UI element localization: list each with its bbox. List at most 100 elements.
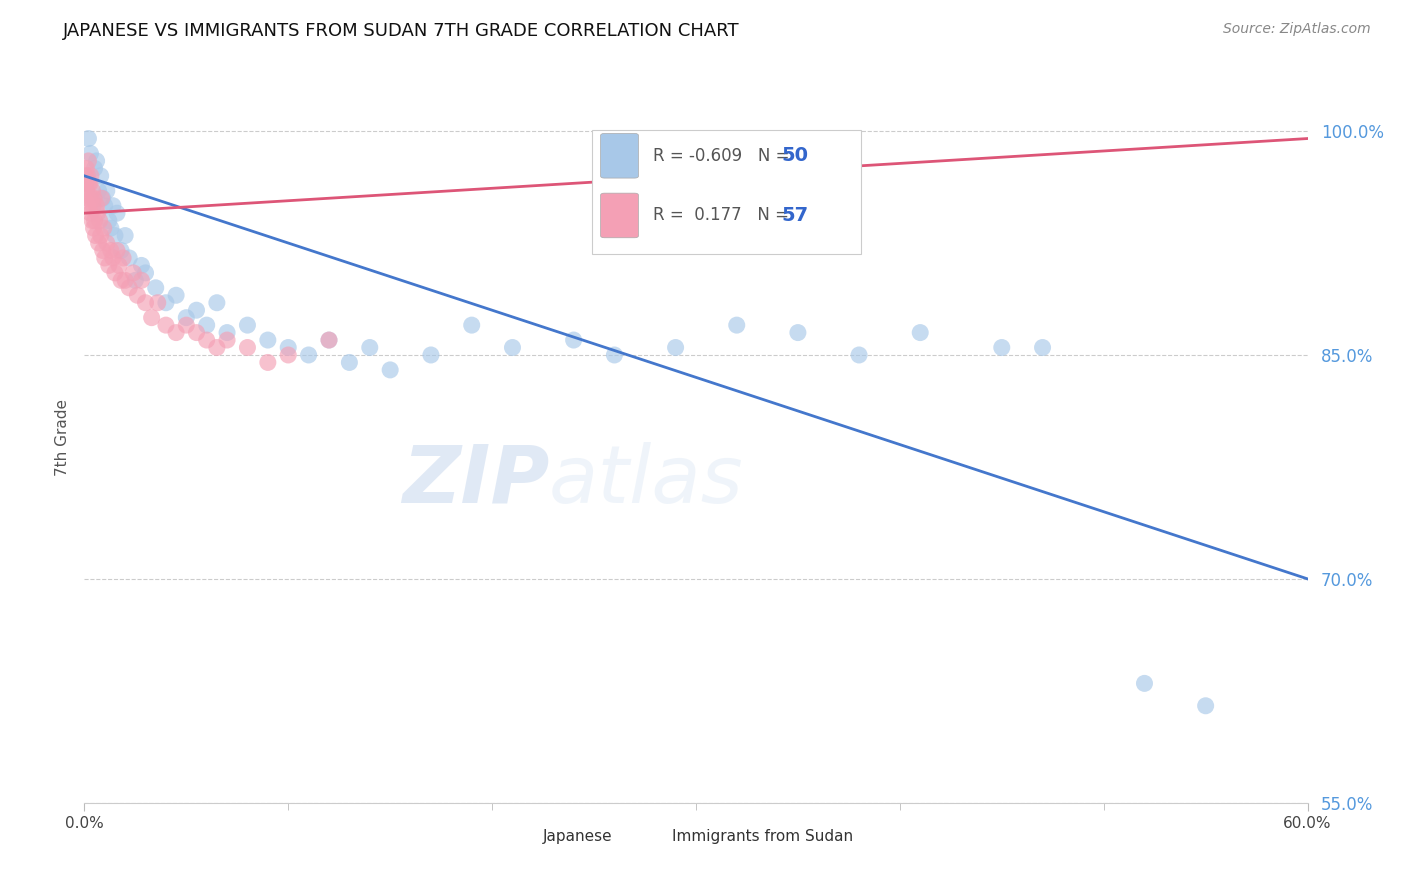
FancyBboxPatch shape (638, 822, 665, 852)
Point (155, 318, 177, 332)
Point (205, 295, 228, 310)
Point (104, 266, 127, 280)
Point (165, 326, 187, 340)
FancyBboxPatch shape (600, 134, 638, 178)
Point (236, 318, 259, 332)
Point (82, 199, 104, 213)
FancyBboxPatch shape (600, 194, 638, 238)
Point (87, 235, 110, 250)
Point (665, 341, 688, 355)
Point (80, 191, 103, 205)
Point (277, 341, 299, 355)
Point (114, 228, 136, 243)
Point (77, 191, 100, 205)
Text: ZIP: ZIP (402, 442, 550, 520)
Point (83, 161, 105, 176)
Point (174, 318, 197, 332)
Text: R = -0.609   N =: R = -0.609 N = (654, 147, 794, 165)
Point (90, 228, 112, 243)
Point (108, 259, 131, 273)
Point (257, 355, 280, 369)
Point (146, 295, 169, 310)
Text: JAPANESE VS IMMIGRANTS FROM SUDAN 7TH GRADE CORRELATION CHART: JAPANESE VS IMMIGRANTS FROM SUDAN 7TH GR… (63, 22, 740, 40)
Point (75, 169, 97, 183)
Point (79, 146, 101, 161)
Point (359, 341, 381, 355)
Point (97, 213, 120, 227)
Point (83, 213, 105, 227)
Point (257, 333, 280, 347)
Point (93, 199, 115, 213)
Point (420, 348, 443, 362)
Point (339, 355, 361, 369)
Y-axis label: 7th Grade: 7th Grade (55, 399, 70, 475)
Point (100, 221, 122, 235)
Point (145, 281, 167, 295)
Point (87, 184, 110, 198)
Point (562, 333, 585, 347)
Point (380, 363, 402, 377)
Point (100, 244, 122, 258)
Point (112, 251, 135, 265)
FancyBboxPatch shape (510, 822, 537, 852)
Point (1133, 676, 1156, 690)
Point (174, 310, 197, 325)
Point (82, 213, 104, 227)
Point (318, 333, 340, 347)
Text: Immigrants from Sudan: Immigrants from Sudan (672, 829, 852, 844)
Point (84, 228, 107, 243)
Point (76, 169, 98, 183)
Point (101, 251, 124, 265)
Point (90, 191, 112, 205)
FancyBboxPatch shape (592, 130, 860, 254)
Point (79, 206, 101, 220)
Point (1195, 698, 1218, 713)
Point (76, 184, 98, 198)
Point (910, 326, 932, 340)
Point (79, 177, 101, 191)
Point (105, 206, 128, 220)
Point (80, 169, 103, 183)
Point (82, 184, 104, 198)
Point (110, 273, 132, 287)
Point (502, 341, 524, 355)
Point (75, 177, 97, 191)
Point (89, 213, 111, 227)
Point (77, 153, 100, 168)
Point (104, 228, 127, 243)
Point (141, 310, 163, 325)
Point (105, 244, 128, 258)
Point (114, 273, 136, 287)
Point (298, 348, 321, 362)
Point (131, 273, 153, 287)
Point (75, 161, 97, 176)
Point (101, 199, 124, 213)
Point (118, 281, 141, 295)
Point (124, 273, 146, 287)
Point (725, 318, 748, 332)
Point (135, 295, 157, 310)
Text: atlas: atlas (550, 442, 744, 520)
Point (131, 259, 153, 273)
Point (127, 288, 149, 302)
Point (205, 341, 228, 355)
Point (91, 244, 114, 258)
Point (236, 341, 259, 355)
Point (1032, 341, 1054, 355)
Point (991, 341, 1014, 355)
Text: Source: ZipAtlas.com: Source: ZipAtlas.com (1223, 22, 1371, 37)
Point (77, 131, 100, 145)
Point (86, 206, 108, 220)
Point (110, 244, 132, 258)
Point (93, 251, 115, 265)
Point (90, 169, 112, 183)
Point (318, 333, 340, 347)
Text: Japanese: Japanese (543, 829, 613, 844)
Point (165, 288, 187, 302)
Point (77, 177, 100, 191)
Point (277, 348, 299, 362)
Point (848, 348, 870, 362)
Point (186, 326, 208, 340)
Point (186, 303, 208, 318)
Point (79, 199, 101, 213)
